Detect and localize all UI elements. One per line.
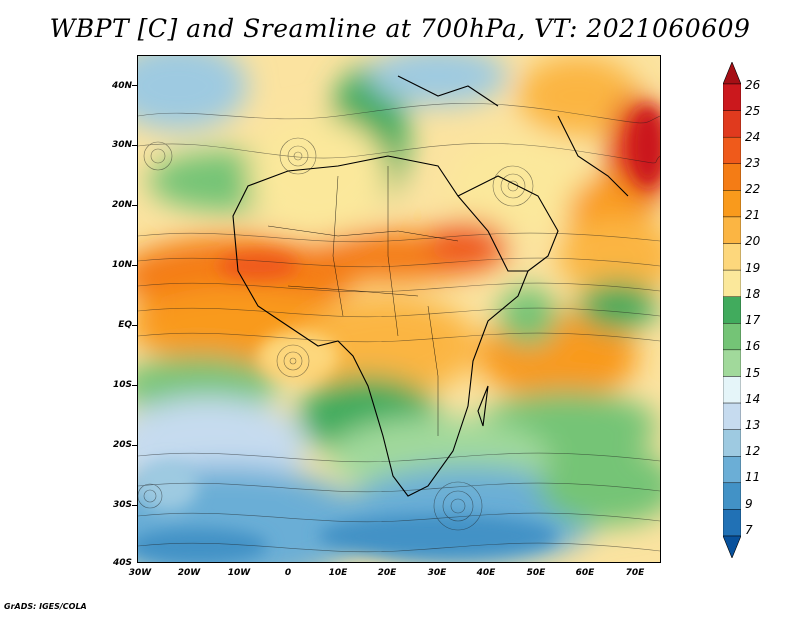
- colorbar-segment: [723, 83, 741, 111]
- colorbar-top-arrow: [723, 62, 741, 85]
- map-svg: [138, 56, 660, 562]
- colorbar-segment: [723, 110, 741, 138]
- lon-label: 70E: [625, 568, 645, 578]
- colorbar-label: 21: [745, 208, 761, 222]
- colorbar-label: 11: [745, 470, 761, 484]
- colorbar-segment: [723, 243, 741, 271]
- axis-tick: [132, 505, 137, 506]
- colorbar-label: 23: [745, 156, 761, 170]
- coastlines: [232, 75, 629, 497]
- colorbar-segment: [723, 216, 741, 244]
- lat-label: 40N: [111, 81, 132, 91]
- colorbar-segment: [723, 402, 741, 430]
- temperature-field: [138, 56, 660, 562]
- colorbar-segment: [723, 429, 741, 457]
- colorbar: [723, 62, 741, 558]
- colorbar-segment: [723, 190, 741, 218]
- lon-label: 20E: [377, 568, 397, 578]
- lat-label: 40S: [112, 558, 132, 568]
- lon-label: 30W: [128, 568, 152, 578]
- credit-text: GrADS: IGES/COLA: [4, 602, 87, 611]
- axis-tick: [132, 445, 137, 446]
- colorbar-label: 24: [745, 130, 761, 144]
- lat-label: EQ: [118, 320, 132, 330]
- colorbar-segment: [723, 323, 741, 351]
- colorbar-label: 9: [745, 497, 753, 511]
- colorbar-label: 25: [745, 104, 761, 118]
- colorbar-label: 20: [745, 234, 761, 248]
- colorbar-segment: [723, 269, 741, 297]
- lat-label: 20N: [111, 200, 132, 210]
- colorbar-segment: [723, 509, 741, 537]
- colorbar-segment: [723, 296, 741, 324]
- colorbar-bottom-arrow: [723, 535, 741, 558]
- colorbar-label: 7: [745, 523, 753, 537]
- axis-tick: [132, 385, 137, 386]
- lat-label: 10N: [111, 260, 132, 270]
- lon-label: 60E: [575, 568, 595, 578]
- colorbar-label: 14: [745, 392, 761, 406]
- lon-label: 40E: [476, 568, 496, 578]
- lat-label: 10S: [112, 380, 132, 390]
- colorbar-label: 19: [745, 261, 761, 275]
- temperature-cores: [138, 106, 660, 562]
- lon-label: 10W: [227, 568, 251, 578]
- colorbar-segment: [723, 136, 741, 164]
- lat-label: 30S: [112, 500, 132, 510]
- colorbar-segment: [723, 482, 741, 510]
- colorbar-label: 18: [745, 287, 761, 301]
- colorbar-label: 26: [745, 78, 761, 92]
- colorbar-segment: [723, 456, 741, 484]
- axis-tick: [132, 145, 137, 146]
- colorbar-segment: [723, 376, 741, 404]
- colorbar-label: 17: [745, 313, 761, 327]
- lon-label: 0: [284, 568, 292, 578]
- colorbar-label: 16: [745, 339, 761, 353]
- lat-label: 20S: [112, 440, 132, 450]
- lat-label: 30N: [111, 140, 132, 150]
- colorbar-label: 22: [745, 182, 761, 196]
- colorbar-segment: [723, 349, 741, 377]
- lon-label: 50E: [526, 568, 546, 578]
- colorbar-label: 13: [745, 418, 761, 432]
- lon-label: 20W: [177, 568, 201, 578]
- lon-label: 30E: [427, 568, 447, 578]
- colorbar-segment: [723, 163, 741, 191]
- chart-title: WBPT [C] and Sreamline at 700hPa, VT: 20…: [49, 14, 751, 43]
- lon-label: 10E: [328, 568, 348, 578]
- map-plot: [137, 55, 661, 563]
- axis-tick: [132, 325, 137, 326]
- axis-tick: [132, 85, 137, 86]
- axis-tick: [132, 205, 137, 206]
- axis-tick: [132, 265, 137, 266]
- colorbar-label: 15: [745, 366, 761, 380]
- colorbar-label: 12: [745, 444, 761, 458]
- country-borders: [267, 166, 459, 436]
